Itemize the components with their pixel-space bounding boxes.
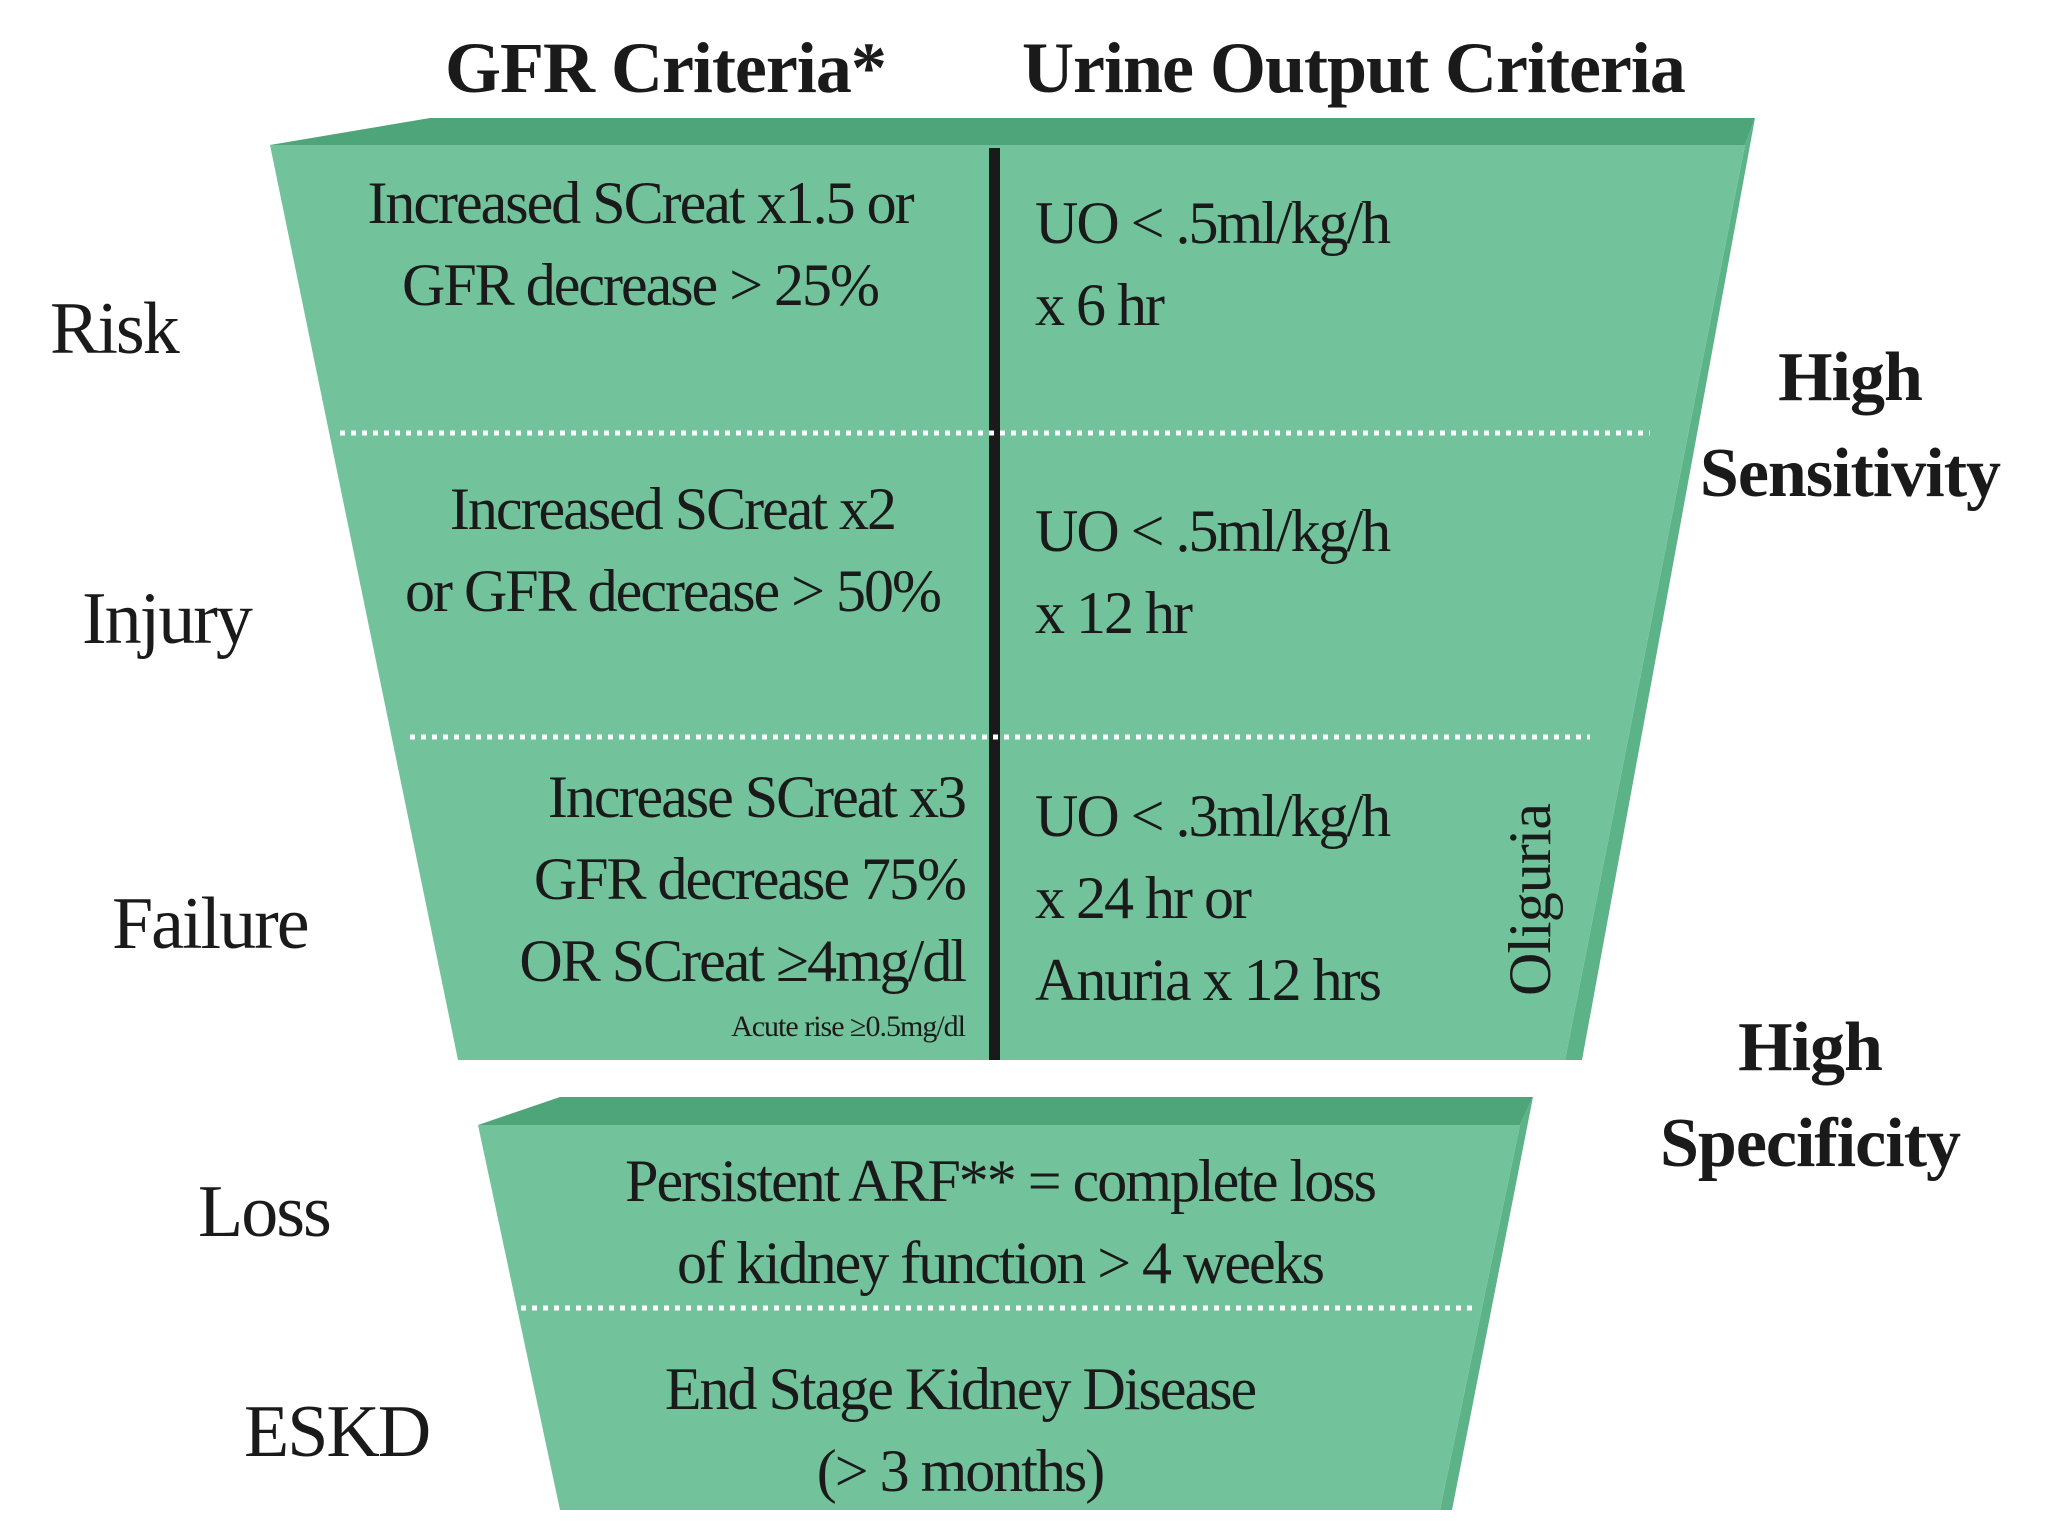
gfr-injury-line-1: Increased SCreat x2 [449,476,897,542]
gfr-failure-line-1: Increase SCreat x3 [547,764,967,830]
gfr-failure-line-2: GFR decrease 75% [533,846,967,912]
urine-criteria-injury: UO < .5ml/kg/h x 12 hr [1035,490,1391,654]
outcome-criteria-loss: Persistent ARF** = complete loss of kidn… [520,1140,1480,1304]
gfr-injury-line-2: or GFR decrease > 50% [404,558,942,624]
urine-risk-line-1: UO < .5ml/kg/h [1035,190,1391,256]
urine-criteria-risk: UO < .5ml/kg/h x 6 hr [1035,182,1391,346]
upper-funnel-top-bevel [270,118,1755,145]
loss-line-1: Persistent ARF** = complete loss [625,1148,1377,1214]
gfr-criteria-header: GFR Criteria* [445,28,887,108]
sensitivity-line-1: High [1778,339,1923,416]
gfr-failure-note: Acute rise ≥0.5mg/dl [731,1010,966,1043]
gfr-failure-line-3: OR SCreat ≥4mg/dl [519,928,967,994]
urine-failure-line-1: UO < .3ml/kg/h [1035,783,1391,849]
gfr-risk-line-1: Increased SCreat x1.5 or [367,170,914,236]
stage-label-injury: Injury [82,578,253,660]
urine-injury-line-2: x 12 hr [1035,580,1193,646]
stage-label-loss: Loss [198,1171,332,1253]
oliguria-label: Oliguria [1497,804,1563,996]
urine-injury-line-1: UO < .5ml/kg/h [1035,498,1391,564]
urine-criteria-failure: UO < .3ml/kg/h x 24 hr or Anuria x 12 hr… [1035,775,1391,1021]
upper-funnel-side-bevel [1565,118,1755,1060]
stage-label-risk: Risk [50,288,180,370]
gfr-risk-line-2: GFR decrease > 25% [401,252,880,318]
loss-line-2: of kidney function > 4 weeks [676,1230,1325,1296]
lower-funnel-side-bevel [1440,1097,1533,1510]
lower-funnel-top-bevel [478,1097,1533,1125]
sensitivity-line-2: Sensitivity [1699,435,2001,512]
eskd-line-2: (> 3 months) [816,1438,1106,1504]
specificity-line-2: Specificity [1659,1105,1961,1182]
stage-label-failure: Failure [112,883,310,965]
urine-risk-line-2: x 6 hr [1035,272,1165,338]
gfr-criteria-failure: Increase SCreat x3 GFR decrease 75% OR S… [420,756,967,1002]
specificity-line-1: High [1738,1009,1883,1086]
high-specificity-label: High Specificity [1640,1000,1980,1192]
gfr-criteria-risk: Increased SCreat x1.5 or GFR decrease > … [300,162,980,326]
urine-output-criteria-header: Urine Output Criteria [1022,28,1686,108]
high-sensitivity-label: High Sensitivity [1680,330,2020,522]
eskd-line-1: End Stage Kidney Disease [664,1356,1257,1422]
urine-failure-line-3: Anuria x 12 hrs [1035,947,1382,1013]
outcome-criteria-eskd: End Stage Kidney Disease (> 3 months) [480,1348,1440,1512]
gfr-criteria-injury: Increased SCreat x2 or GFR decrease > 50… [360,468,985,632]
lower-funnel [478,1125,1520,1510]
stage-label-eskd: ESKD [244,1391,431,1473]
upper-funnel [270,145,1745,1060]
urine-failure-line-2: x 24 hr or [1035,865,1252,931]
criteria-divider [989,148,1000,1060]
